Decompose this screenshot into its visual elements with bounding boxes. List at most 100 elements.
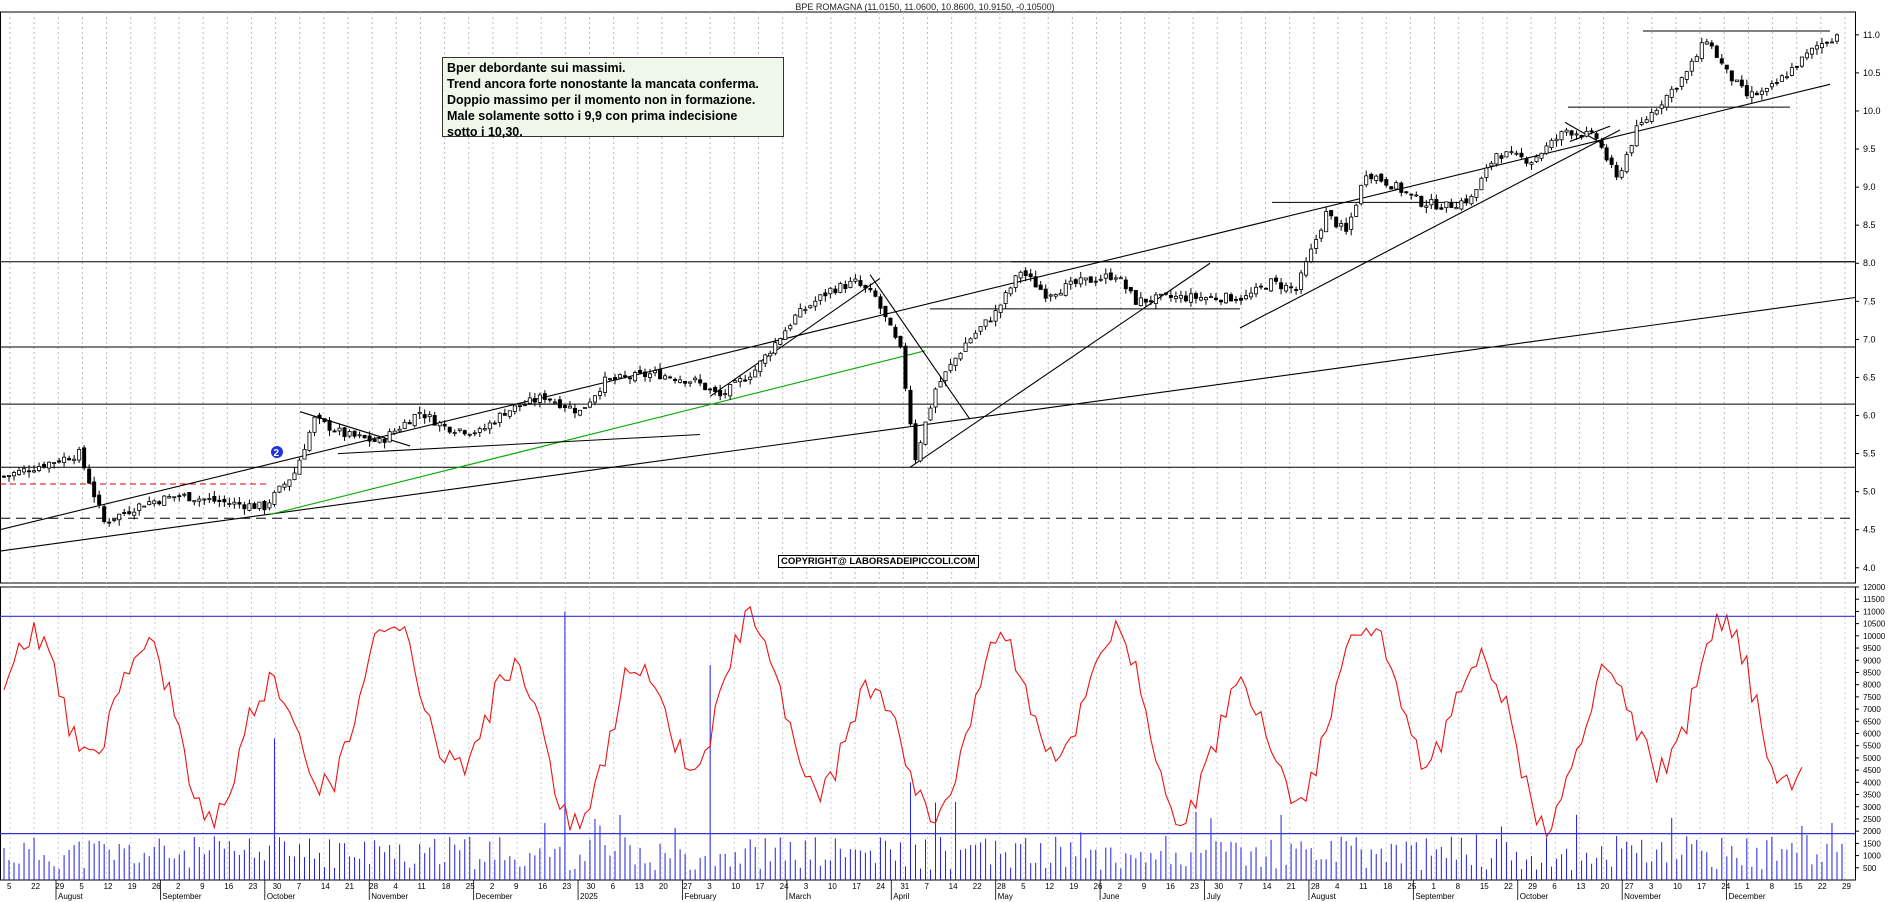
candle-body (202, 498, 207, 501)
candle-body (673, 378, 678, 382)
candle-body (1414, 194, 1419, 197)
day-tick-label: 28 (1311, 882, 1320, 891)
candle-body (1564, 129, 1569, 133)
candle-body (177, 495, 182, 498)
month-label: November (1624, 892, 1661, 901)
day-tick-label: 27 (1625, 882, 1634, 891)
candle-body (708, 388, 713, 391)
candle-body (392, 430, 397, 434)
candle-body (843, 284, 848, 290)
candle-body (1754, 92, 1759, 96)
candle-body (1339, 223, 1344, 227)
oscillator-tick-label: 7000 (1863, 705, 1881, 714)
candle-body (1168, 294, 1173, 298)
candle-body (883, 305, 888, 318)
candle-body (988, 320, 993, 323)
horizontal-segment (337, 434, 701, 455)
day-tick-label: 10 (1673, 882, 1682, 891)
candle-body (1188, 293, 1193, 303)
candle-body (768, 352, 773, 357)
candle-body (1359, 184, 1364, 205)
candle-body (898, 335, 903, 348)
candle-body (728, 384, 733, 397)
candle-body (1028, 273, 1033, 278)
day-tick-label: 2 (1118, 882, 1123, 891)
price-grid (0, 11, 1856, 881)
candle-body (1814, 45, 1819, 50)
candle-body (482, 428, 487, 431)
day-tick-label: 30 (273, 882, 282, 891)
month-label: August (1311, 892, 1337, 901)
day-tick-label: 29 (55, 882, 64, 891)
candle-body (197, 498, 202, 502)
oscillator-tick-label: 8500 (1863, 668, 1881, 677)
candle-body (808, 305, 813, 309)
candle-body (1664, 94, 1669, 108)
trend-line (869, 274, 971, 420)
candle-body (1674, 87, 1679, 90)
candle-body (1644, 119, 1649, 123)
candle-body (237, 502, 242, 505)
candle-body (557, 399, 562, 408)
candle-body (22, 468, 27, 473)
candle-body (1344, 222, 1349, 232)
day-tick-label: 10 (731, 882, 740, 891)
candle-body (1609, 157, 1614, 165)
candle-body (1048, 294, 1053, 297)
candle-body (1744, 85, 1749, 97)
candle-body (813, 300, 818, 307)
day-tick-label: 12 (1045, 882, 1054, 891)
candle-body (502, 413, 507, 416)
candle-body (332, 430, 337, 433)
candle-body (1163, 292, 1168, 295)
candle-body (1689, 60, 1694, 72)
day-tick-label: 19 (1069, 882, 1078, 891)
price-tick-label: 9.5 (1863, 144, 1876, 154)
candle-body (1394, 182, 1399, 190)
oscillator-tick-label: 11500 (1863, 595, 1885, 604)
candle-body (132, 511, 137, 516)
candle-body (417, 411, 422, 415)
candle-body (42, 463, 47, 468)
candle-body (623, 375, 628, 378)
candle-body (1013, 275, 1018, 288)
annotation-line: Male solamente sotto i 9,9 con prima ind… (447, 109, 738, 123)
candle-body (1779, 75, 1784, 82)
candle-body (1203, 297, 1208, 301)
candle-body (1138, 297, 1143, 307)
candle-body (462, 430, 467, 435)
candle-body (137, 503, 142, 511)
candle-body (1143, 298, 1148, 303)
candle-body (1619, 170, 1624, 178)
candle-body (1544, 145, 1549, 154)
candle-body (793, 314, 798, 325)
candle-body (1519, 152, 1524, 158)
candle-body (913, 423, 918, 461)
price-tick-label: 11.0 (1863, 30, 1880, 40)
day-tick-label: 13 (1576, 882, 1585, 891)
marker-circle (271, 446, 283, 459)
candle-body (1709, 42, 1714, 47)
candle-body (262, 501, 267, 511)
candle-body (1659, 104, 1664, 109)
candle-body (643, 371, 648, 377)
month-label: 2025 (580, 892, 598, 901)
candle-body (1053, 293, 1058, 297)
day-tick-label: 30 (1214, 882, 1223, 891)
candle-body (938, 381, 943, 388)
candle-body (1634, 125, 1639, 147)
candle-body (1068, 280, 1073, 285)
candle-body (1364, 175, 1369, 186)
candle-body (1294, 289, 1299, 291)
candle-body (713, 387, 718, 392)
day-tick-label: 23 (562, 882, 571, 891)
candle-body (1599, 139, 1604, 148)
candle-body (1354, 204, 1359, 217)
candle-body (1093, 280, 1098, 283)
candle-body (382, 438, 387, 443)
candle-body (773, 342, 778, 354)
candle-body (512, 405, 517, 412)
day-tick-label: 9 (200, 882, 205, 891)
candle-body (763, 354, 768, 364)
